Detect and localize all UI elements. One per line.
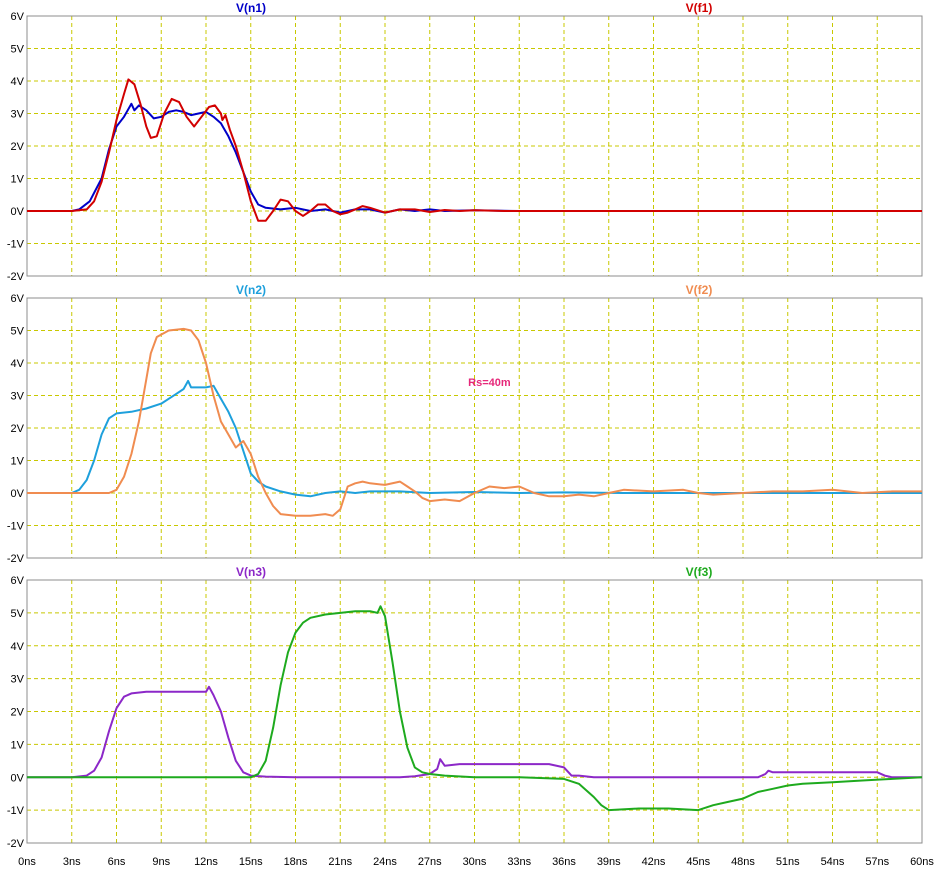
y-tick-label: 4V [11, 358, 25, 370]
x-tick-label: 45ns [686, 856, 710, 868]
y-tick-label: -2V [7, 271, 25, 283]
y-tick-label: -2V [7, 838, 25, 850]
y-tick-label: 1V [11, 739, 25, 751]
y-tick-label: 5V [11, 44, 25, 56]
x-tick-label: 24ns [373, 856, 397, 868]
y-tick-label: 4V [11, 641, 25, 653]
series-title: V(n1) [236, 1, 266, 15]
x-tick-label: 3ns [63, 856, 81, 868]
x-tick-label: 48ns [731, 856, 755, 868]
plot-frame-1 [26, 297, 923, 559]
y-tick-label: 0V [11, 488, 25, 500]
series-title: V(f1) [686, 1, 713, 15]
plot-frame-2 [26, 579, 923, 844]
x-tick-label: 15ns [239, 856, 263, 868]
x-tick-label: 33ns [507, 856, 531, 868]
plot-frame-0 [26, 15, 923, 277]
y-tick-label: 2V [11, 141, 25, 153]
y-tick-label: 3V [11, 109, 25, 121]
y-tick-label: -2V [7, 553, 25, 565]
y-tick-label: 1V [11, 174, 25, 186]
y-tick-label: -1V [7, 805, 25, 817]
x-tick-label: 57ns [865, 856, 889, 868]
series-title: V(f3) [686, 565, 713, 579]
annotation-label: Rs=40m [468, 377, 511, 389]
y-tick-label: 1V [11, 456, 25, 468]
x-tick-label: 30ns [463, 856, 487, 868]
y-tick-label: 2V [11, 707, 25, 719]
x-tick-label: 21ns [328, 856, 352, 868]
series-line-V(f1) [27, 78, 922, 222]
x-tick-label: 39ns [597, 856, 621, 868]
y-tick-label: 5V [11, 326, 25, 338]
x-tick-label: 12ns [194, 856, 218, 868]
y-tick-label: 6V [11, 293, 25, 305]
x-tick-label: 9ns [152, 856, 170, 868]
y-tick-label: 0V [11, 206, 25, 218]
y-tick-label: 2V [11, 423, 25, 435]
y-tick-label: 5V [11, 608, 25, 620]
series-line-V(f3) [27, 605, 923, 812]
x-tick-label: 6ns [108, 856, 126, 868]
x-tick-label: 51ns [776, 856, 800, 868]
series-line-V(n1) [27, 102, 520, 214]
y-tick-label: 0V [11, 772, 25, 784]
y-tick-label: -1V [7, 521, 25, 533]
x-tick-label: 27ns [418, 856, 442, 868]
x-tick-label: 0ns [18, 856, 36, 868]
x-tick-label: 42ns [642, 856, 666, 868]
x-tick-label: 18ns [284, 856, 308, 868]
series-line-V(f2) [27, 327, 922, 517]
y-tick-label: 3V [11, 674, 25, 686]
y-tick-label: -1V [7, 239, 25, 251]
series-title: V(n2) [236, 283, 266, 297]
y-tick-label: 6V [11, 11, 25, 23]
series-line-V(n3) [27, 685, 922, 779]
series-title: V(f2) [686, 283, 713, 297]
y-tick-label: 6V [11, 575, 25, 587]
y-tick-label: 3V [11, 391, 25, 403]
series-title: V(n3) [236, 565, 266, 579]
y-tick-label: 4V [11, 76, 25, 88]
x-tick-label: 60ns [910, 856, 934, 868]
x-tick-label: 36ns [552, 856, 576, 868]
x-tick-label: 54ns [821, 856, 845, 868]
